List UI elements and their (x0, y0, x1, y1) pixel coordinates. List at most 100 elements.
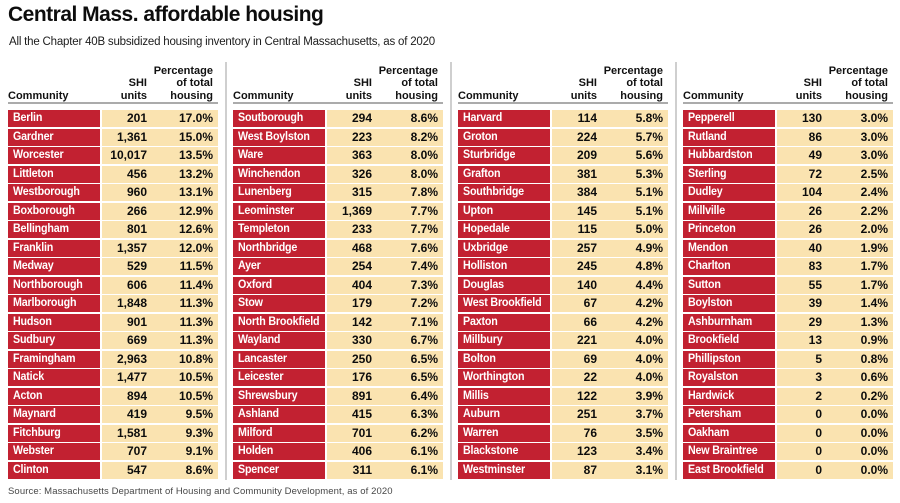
community-cell: Lancaster (233, 350, 325, 368)
community-cell: Southbridge (458, 184, 550, 201)
shi-units-value: 1,477 (116, 370, 147, 384)
percentage-value: 11.3% (179, 314, 213, 329)
table-row: Millbury 221 4.0% (458, 332, 668, 349)
community-cell: Bolton (458, 350, 550, 368)
numbers-cell: 40 1.9% (777, 239, 893, 257)
community-cell: Northborough (8, 276, 100, 294)
shi-units-value: 22 (583, 370, 597, 384)
shi-units-value: 547 (126, 462, 147, 477)
numbers-cell: 547 8.6% (102, 461, 218, 479)
numbers-cell: 0 0.0% (777, 424, 893, 442)
table-row: Natick 1,477 10.5% (8, 369, 218, 386)
numbers-cell: 13 0.9% (777, 332, 893, 349)
community-name: Sudbury (13, 334, 56, 346)
percentage-value: 4.2% (635, 296, 663, 310)
table-row: New Braintree 0 0.0% (683, 443, 893, 460)
table-row: Worcester 10,017 13.5% (8, 147, 218, 164)
numbers-cell: 233 7.7% (327, 221, 443, 238)
numbers-cell: 104 2.4% (777, 184, 893, 201)
community-cell: Harvard (458, 110, 550, 127)
table-row: Bolton 69 4.0% (458, 350, 668, 368)
table-row: Millis 122 3.9% (458, 387, 668, 405)
shi-units-value: 145 (576, 203, 597, 218)
community-cell: Wayland (233, 332, 325, 349)
percentage-value: 4.0% (635, 370, 663, 384)
shi-units-value: 801 (126, 222, 147, 236)
percentage-value: 1.7% (860, 259, 888, 273)
percentage-value: 0.0% (860, 462, 888, 477)
table-row: Maynard 419 9.5% (8, 406, 218, 423)
community-name: Royalston (688, 371, 739, 383)
community-name: Framingham (13, 352, 76, 365)
numbers-cell: 406 6.1% (327, 443, 443, 460)
shi-units-value: 529 (126, 259, 147, 273)
percentage-value: 7.6% (410, 240, 438, 255)
community-name: Oxford (238, 278, 272, 291)
table-row: Wayland 330 6.7% (233, 332, 443, 349)
shi-units-value: 26 (808, 203, 822, 218)
community-name: New Braintree (688, 445, 758, 457)
community-name: Blackstone (463, 445, 519, 457)
community-cell: Stow (233, 295, 325, 312)
community-name: Harvard (463, 112, 503, 124)
community-name: Worthington (463, 371, 525, 383)
percentage-value: 10.5% (178, 388, 213, 403)
community-cell: Boxborough (8, 202, 100, 220)
community-name: Bolton (463, 352, 496, 365)
community-cell: Webster (8, 443, 100, 460)
percentage-value: 2.5% (860, 166, 888, 181)
numbers-cell: 250 6.5% (327, 350, 443, 368)
community-cell: Petersham (683, 406, 775, 423)
percentage-value: 1.9% (860, 240, 888, 255)
shi-units-value: 251 (576, 407, 597, 421)
community-cell: Charlton (683, 258, 775, 275)
numbers-cell: 123 3.4% (552, 443, 668, 460)
shi-units-value: 250 (351, 351, 372, 366)
table-row: Sterling 72 2.5% (683, 165, 893, 183)
table-row: Charlton 83 1.7% (683, 258, 893, 275)
percentage-value: 5.7% (635, 129, 663, 144)
table-row: Boylston 39 1.4% (683, 295, 893, 312)
community-cell: Groton (458, 128, 550, 146)
community-name: Millbury (463, 334, 503, 346)
community-name: Ayer (238, 260, 261, 272)
table-row: Dudley 104 2.4% (683, 184, 893, 201)
percentage-value: 3.4% (635, 444, 663, 458)
community-cell: Royalston (683, 369, 775, 386)
table-row: Pepperell 130 3.0% (683, 110, 893, 127)
community-name: Millville (688, 204, 725, 217)
table-row: Hopedale 115 5.0% (458, 221, 668, 238)
community-name: Natick (13, 371, 44, 383)
table-row: Warren 76 3.5% (458, 424, 668, 442)
community-name: Ware (238, 149, 264, 161)
community-cell: Spencer (233, 461, 325, 479)
community-name: Maynard (13, 408, 56, 420)
percentage-value: 2.2% (860, 203, 888, 218)
percentage-value: 1.7% (860, 277, 888, 292)
percentage-value: 4.8% (635, 259, 663, 273)
shi-units-value: 201 (126, 111, 147, 125)
community-name: Wayland (238, 334, 281, 346)
shi-units-value: 384 (576, 185, 597, 199)
shi-units-value: 1,361 (116, 129, 147, 144)
percentage-value: 10.5% (178, 370, 213, 384)
table-row: Winchendon 326 8.0% (233, 165, 443, 183)
community-cell: Oakham (683, 424, 775, 442)
column-header-community: Community (233, 89, 294, 102)
numbers-cell: 0 0.0% (777, 461, 893, 479)
community-cell: Gardner (8, 128, 100, 146)
community-cell: Templeton (233, 221, 325, 238)
percentage-value: 0.0% (860, 425, 888, 440)
table-row: Uxbridge 257 4.9% (458, 239, 668, 257)
table-row: Sturbridge 209 5.6% (458, 147, 668, 164)
table-group-1: Community SHI units Percentage of total hou… (8, 62, 218, 480)
table-row: West Brookfield 67 4.2% (458, 295, 668, 312)
community-name: Stow (238, 297, 263, 309)
community-cell: Brookfield (683, 332, 775, 349)
community-cell: Milford (233, 424, 325, 442)
table-row: Holden 406 6.1% (233, 443, 443, 460)
numbers-cell: 10,017 13.5% (102, 147, 218, 164)
column-header-community: Community (458, 89, 519, 102)
numbers-cell: 26 2.0% (777, 221, 893, 238)
percentage-value: 6.2% (410, 425, 438, 440)
